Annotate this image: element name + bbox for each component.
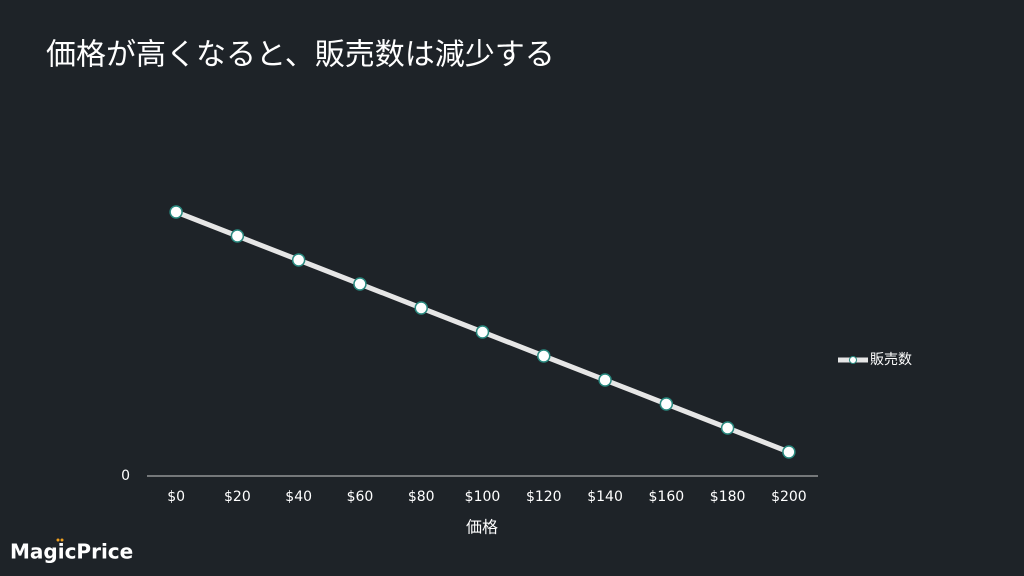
marker <box>475 325 490 339</box>
marker <box>782 445 796 459</box>
marker <box>720 421 735 435</box>
x-axis-label: 価格 <box>466 518 498 537</box>
x-tick-label: $140 <box>587 489 623 505</box>
x-tick-label: $120 <box>526 489 562 505</box>
marker <box>169 205 183 219</box>
x-tick-label: $0 <box>167 489 185 505</box>
y-tick-label: 0 <box>121 468 130 484</box>
marker <box>659 397 674 411</box>
marker <box>291 253 306 267</box>
x-tick-label: $180 <box>710 489 746 505</box>
logo-dot <box>60 538 64 542</box>
legend-marker <box>849 356 857 364</box>
marker <box>598 373 612 387</box>
x-tick-label: $20 <box>224 489 251 505</box>
chart-title: 価格が高くなると、販売数は減少する <box>46 38 555 73</box>
x-tick-label: $60 <box>347 489 374 505</box>
legend-label: 販売数 <box>870 352 912 368</box>
marker <box>353 277 367 291</box>
x-tick-label: $100 <box>465 489 501 505</box>
marker <box>537 349 551 363</box>
logo-dot <box>56 538 60 542</box>
x-tick-label: $40 <box>285 489 312 505</box>
marker <box>230 229 245 243</box>
x-tick-label: $160 <box>649 489 685 505</box>
x-tick-label: $80 <box>408 489 435 505</box>
x-tick-label: $200 <box>771 489 807 505</box>
logo: MagicPrice <box>10 540 133 564</box>
marker <box>414 301 428 315</box>
